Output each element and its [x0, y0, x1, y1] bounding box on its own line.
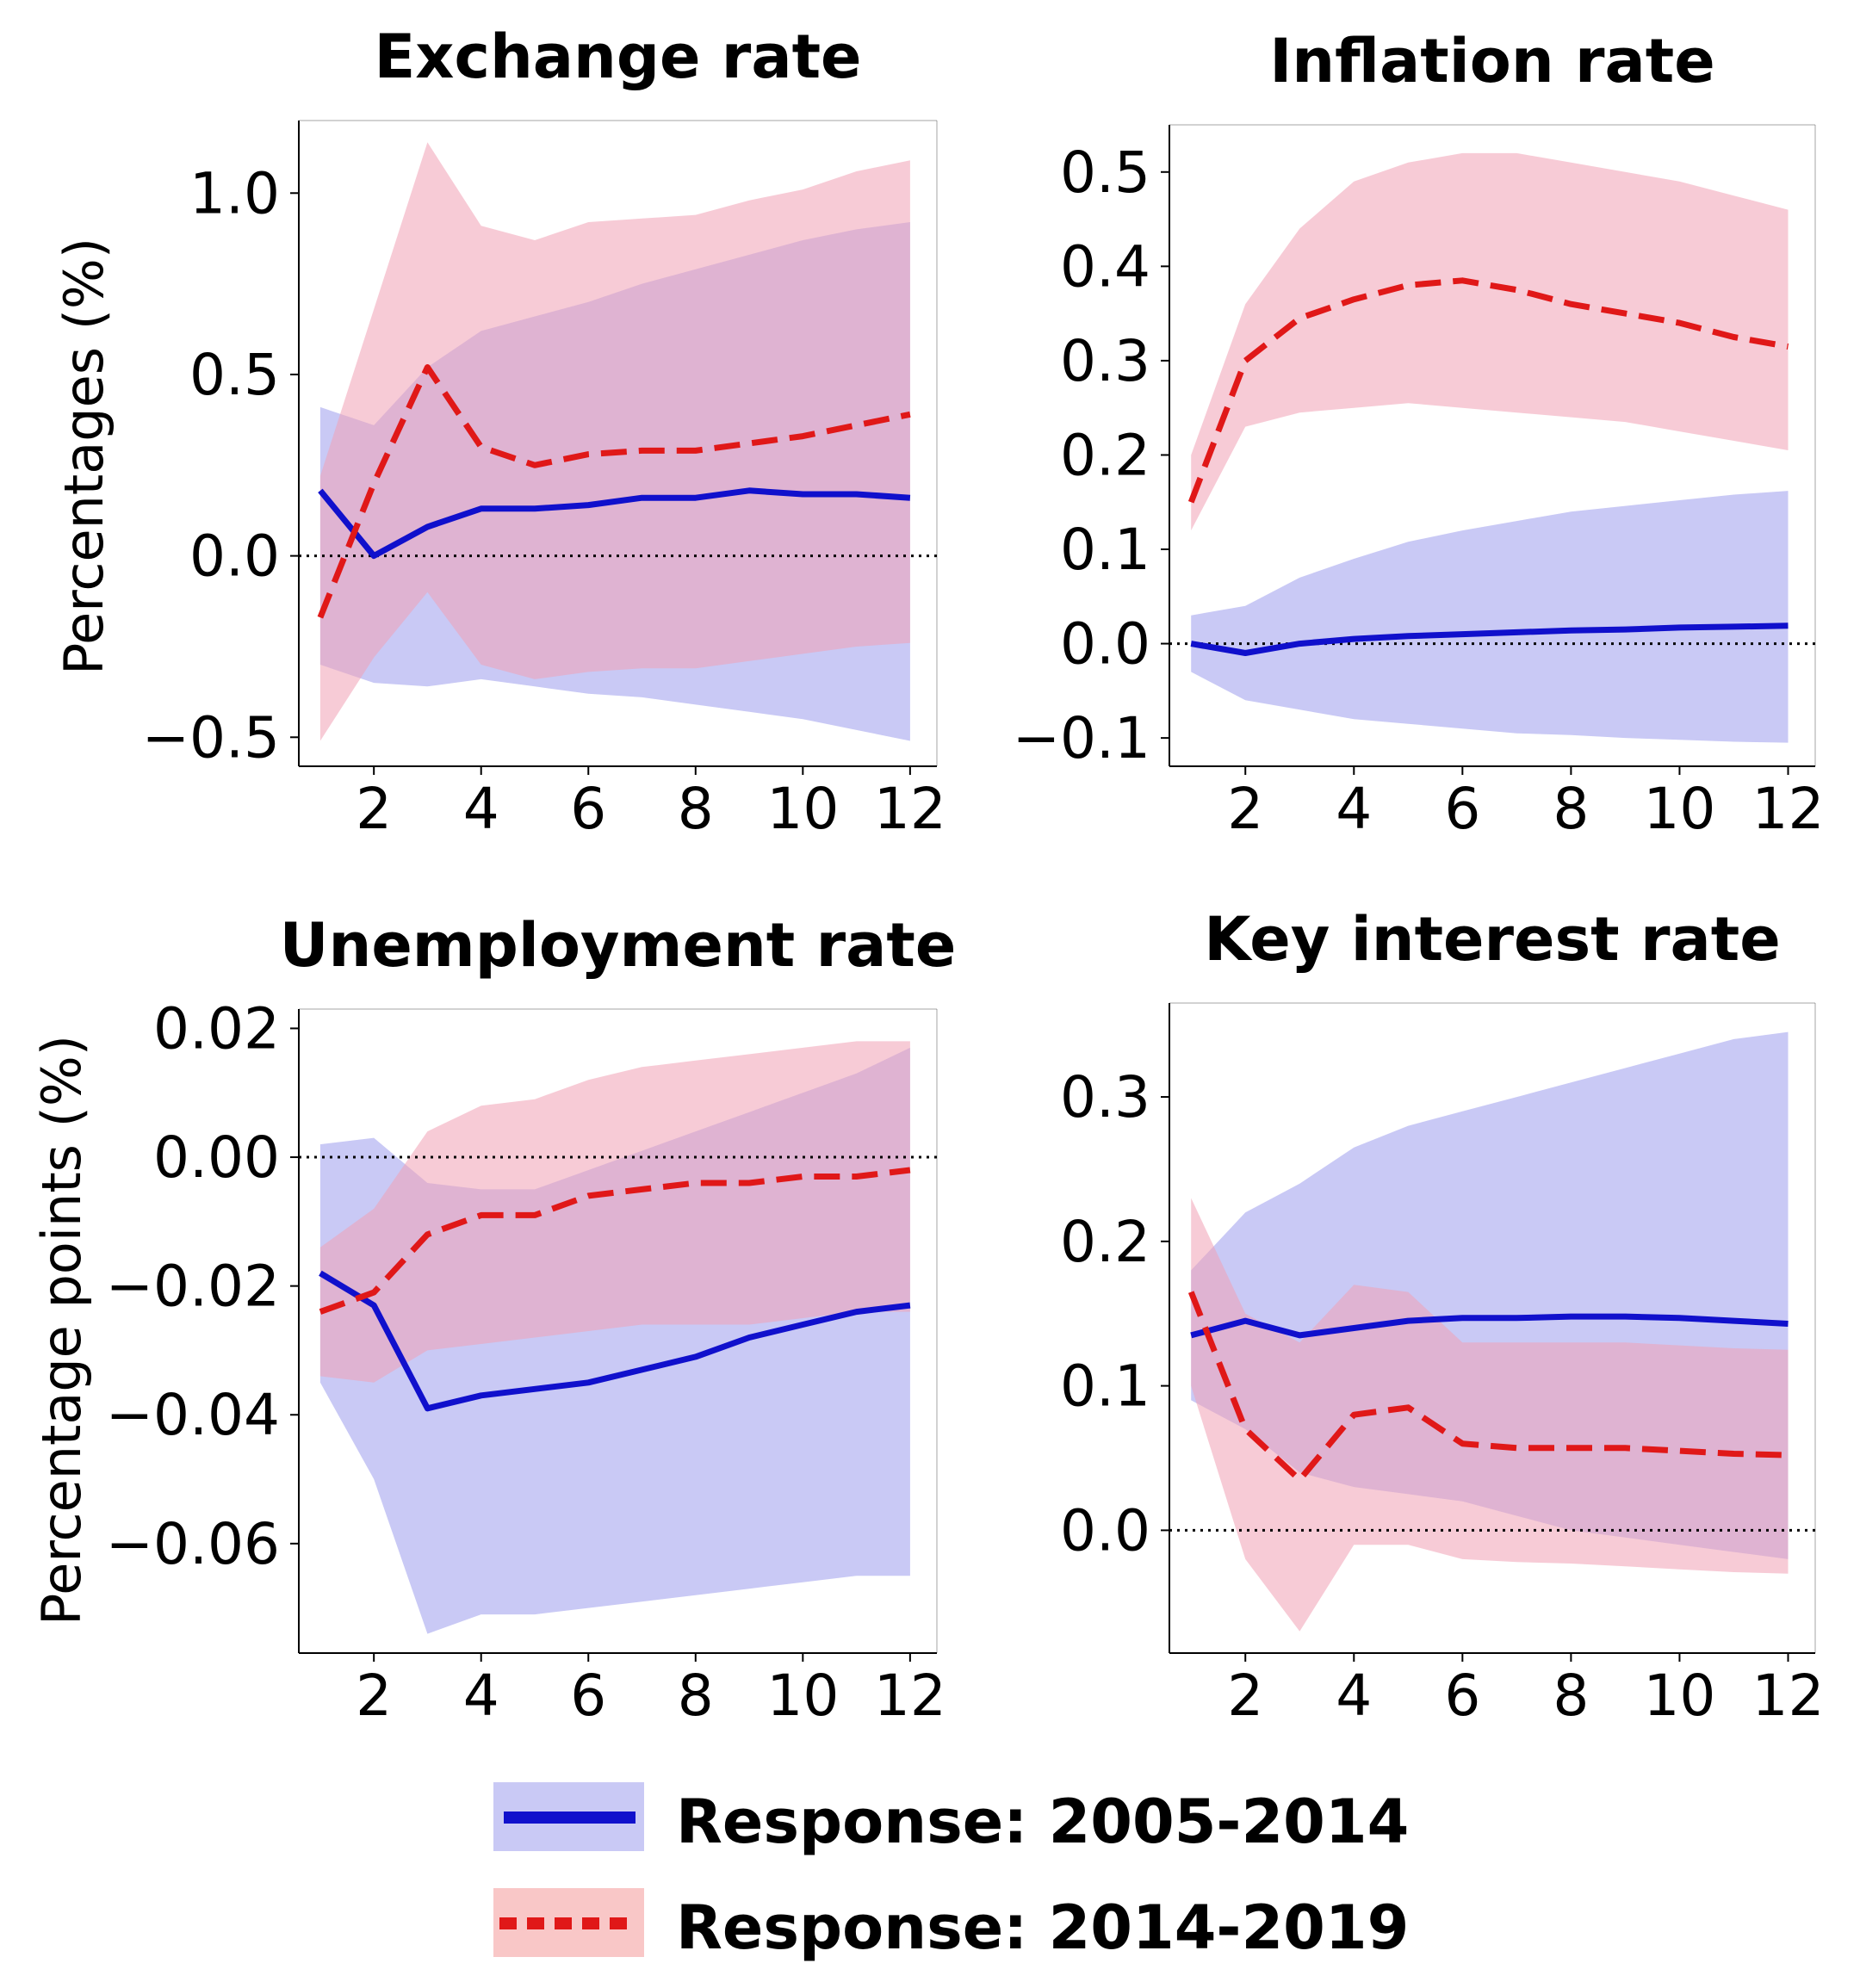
inflation-rate-x-tick-label: 8: [1553, 776, 1589, 842]
exchange-rate-y-tick-label: 0.5: [189, 342, 280, 408]
legend-label-2005-2014: Response: 2005-2014: [676, 1787, 1409, 1857]
inflation-rate-y-tick-label: 0.1: [1060, 517, 1150, 583]
unemployment-rate-band-2014-2019: [319, 1041, 910, 1383]
inflation-rate-x-tick-label: 4: [1336, 776, 1372, 842]
key-interest-rate-x-tick-label: 8: [1553, 1663, 1589, 1729]
legend-item-2014-2019: Response: 2014-2019: [493, 1888, 1409, 1963]
unemployment-rate-x-tick-label: 6: [570, 1663, 606, 1729]
legend: Response: 2005-2014 Response: 2014-2019: [493, 1782, 1409, 1963]
unemployment-rate-title: Unemployment rate: [280, 910, 957, 981]
key-interest-rate-line-2005-2014: [1190, 1313, 1789, 1339]
inflation-rate-x-tick-label: 10: [1643, 776, 1715, 842]
chart-exchange-rate: 2 4 6 8 10 12 −0.5 0.0 0.5 1.0 Exchange rate: [142, 22, 946, 842]
unemployment-rate-y-tick-label: 0.00: [153, 1124, 280, 1191]
key-interest-rate-x-tick-label: 10: [1643, 1663, 1715, 1729]
inflation-rate-y-tick-label: 0.0: [1060, 611, 1150, 678]
inflation-rate-x-tick-label: 2: [1227, 776, 1263, 842]
chart-unemployment-rate: 2 4 6 8 10 12 −0.06 −0.04 −0.02 0.00 0.02Unemploym…: [106, 910, 957, 1729]
inflation-rate-y-tick-label: −0.1: [1013, 705, 1150, 771]
key-interest-rate-x-tick-label: 12: [1752, 1663, 1824, 1729]
legend-label-2014-2019: Response: 2014-2019: [676, 1892, 1409, 1963]
unemployment-rate-y-tick-label: 0.02: [153, 995, 280, 1062]
chart-key-interest-rate: 2 4 6 8 10 12 0.0 0.1 0.2 0.3 Key interest rate: [1060, 904, 1824, 1729]
unemployment-rate-line-2005-2014: [319, 1270, 911, 1412]
unemployment-rate-y-tick-label: −0.06: [106, 1511, 280, 1577]
chart-inflation-rate: 2 4 6 8 10 12 −0.1 0.0 0.1 0.2 0.3 0.4 0.5 Inflation …: [1013, 26, 1825, 842]
inflation-rate-band-2014-2019: [1191, 152, 1789, 531]
key-interest-rate-title: Key interest rate: [1204, 904, 1780, 975]
exchange-rate-band-2014-2019: [319, 142, 910, 741]
unemployment-rate-x-tick-label: 12: [874, 1663, 946, 1729]
unemployment-rate-y-tick-label: −0.04: [106, 1382, 280, 1448]
key-interest-rate-band-2014-2019: [1191, 1198, 1789, 1632]
inflation-rate-x-tick-label: 12: [1752, 776, 1824, 842]
unemployment-rate-x-tick-label: 2: [356, 1663, 392, 1729]
panels: 2 4 6 8 10 12 −0.5 0.0 0.5 1.0 Exchange rate 2 4 6 8 10…: [106, 22, 1825, 1729]
exchange-rate-y-tick-label: 0.0: [189, 523, 280, 590]
key-interest-rate-y-tick-label: 0.1: [1060, 1353, 1150, 1420]
unemployment-rate-line-2014-2019: [319, 1167, 911, 1315]
inflation-rate-y-tick-label: 0.4: [1060, 233, 1150, 300]
inflation-rate-y-tick-label: 0.2: [1060, 422, 1150, 488]
unemployment-rate-x-tick-label: 10: [766, 1663, 839, 1729]
exchange-rate-line-2014-2019: [317, 364, 911, 619]
inflation-rate-y-tick-label: 0.3: [1060, 328, 1150, 394]
exchange-rate-x-tick-label: 6: [570, 776, 606, 842]
unemployment-rate-y-tick-label: −0.02: [106, 1254, 280, 1320]
key-interest-rate-y-tick-label: 0.2: [1060, 1209, 1150, 1275]
exchange-rate-x-tick-label: 8: [678, 776, 714, 842]
inflation-rate-line-2005-2014: [1190, 622, 1789, 656]
key-interest-rate-y-tick-label: 0.3: [1060, 1064, 1150, 1130]
inflation-rate-band-2005-2014: [1191, 491, 1789, 743]
inflation-rate-x-tick-label: 6: [1444, 776, 1480, 842]
inflation-rate-line-2014-2019: [1187, 277, 1789, 504]
exchange-rate-title: Exchange rate: [374, 22, 861, 92]
exchange-rate-y-tick-label: 1.0: [189, 160, 280, 226]
key-interest-rate-x-tick-label: 4: [1336, 1663, 1372, 1729]
key-interest-rate-x-tick-label: 6: [1444, 1663, 1480, 1729]
exchange-rate-x-tick-label: 10: [766, 776, 839, 842]
exchange-rate-x-tick-label: 4: [463, 776, 499, 842]
exchange-rate-y-tick-label: −0.5: [142, 704, 280, 771]
y-axis-label-bottom: Percentage points (%): [30, 1035, 93, 1626]
inflation-rate-title: Inflation rate: [1269, 26, 1714, 96]
exchange-rate-x-tick-label: 2: [356, 776, 392, 842]
key-interest-rate-y-tick-label: 0.0: [1060, 1497, 1150, 1564]
exchange-rate-line-2005-2014: [318, 487, 911, 560]
inflation-rate-y-tick-label: 0.5: [1060, 139, 1150, 206]
exchange-rate-x-tick-label: 12: [874, 776, 946, 842]
key-interest-rate-x-tick-label: 2: [1227, 1663, 1263, 1729]
legend-item-2005-2014: Response: 2005-2014: [493, 1782, 1409, 1857]
y-axis-label-top: Percentages (%): [53, 238, 115, 675]
unemployment-rate-x-tick-label: 4: [463, 1663, 499, 1729]
key-interest-rate-line-2014-2019: [1187, 1291, 1789, 1483]
unemployment-rate-x-tick-label: 8: [678, 1663, 714, 1729]
